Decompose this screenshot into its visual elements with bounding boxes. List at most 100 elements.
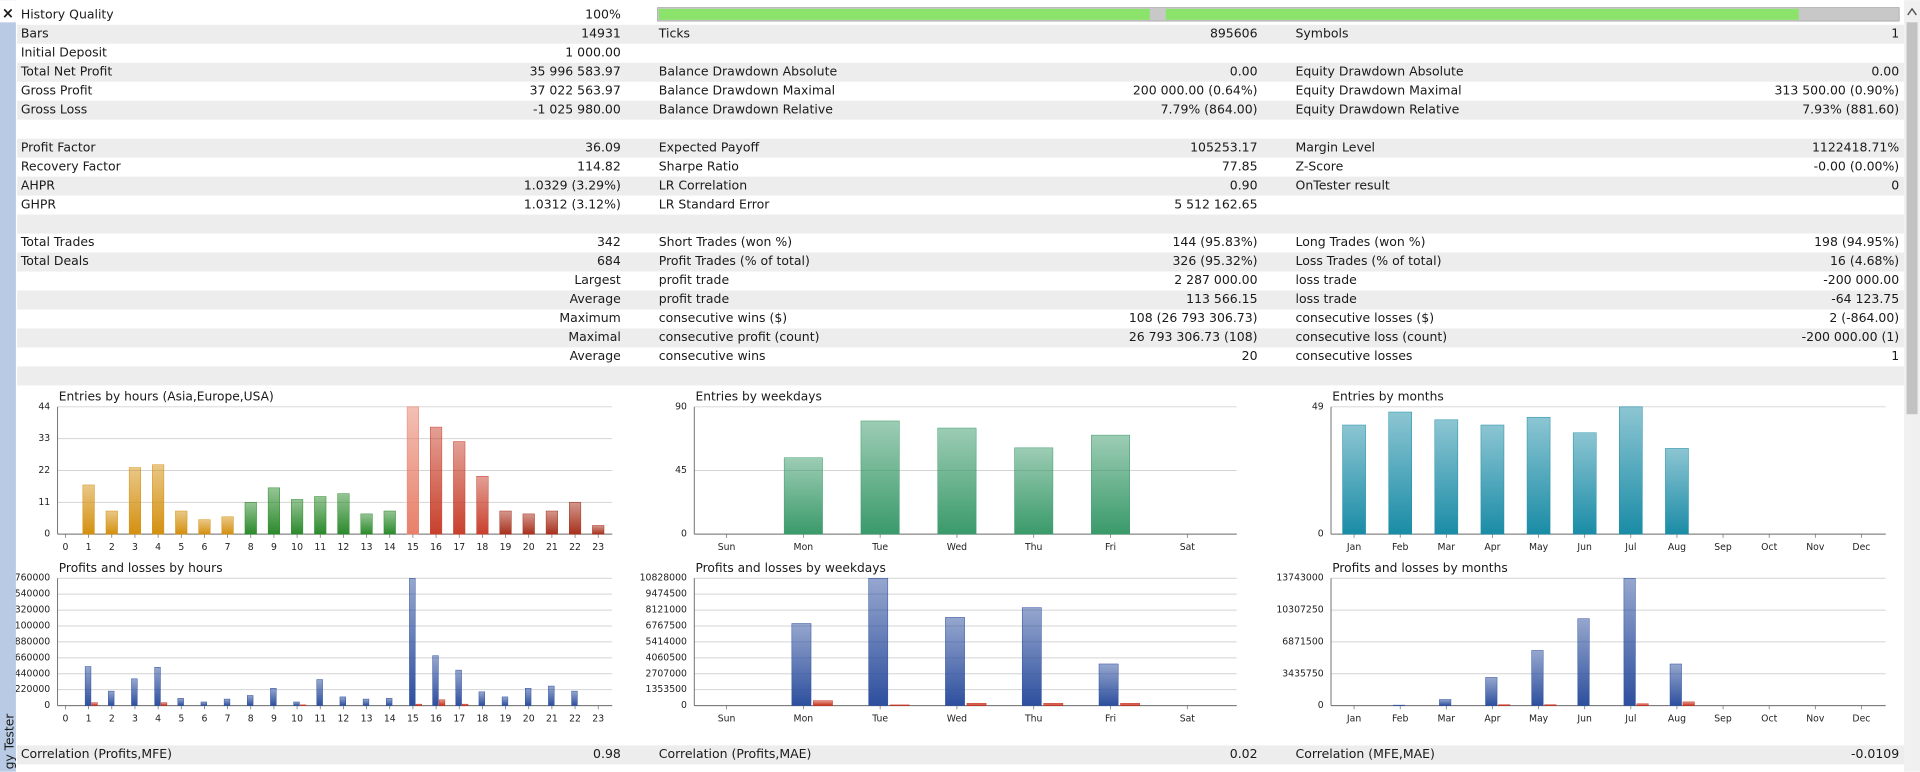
x-tick-label: 11 (314, 714, 326, 725)
stat-value: Average (570, 348, 621, 363)
stat-value: 198 (94.95%) (1814, 234, 1899, 249)
x-tick-label: Wed (947, 714, 967, 725)
stat-label: Initial Deposit (21, 44, 107, 59)
bar (105, 510, 118, 535)
bar (291, 499, 304, 535)
stat-label: Profit Factor (21, 139, 97, 154)
x-tick-label: Fri (1105, 714, 1116, 725)
x-tick-label: 7 (225, 714, 231, 725)
x-tick-label: 0 (62, 714, 68, 725)
x-tick-label: 13 (361, 714, 373, 725)
x-tick-label: 19 (500, 714, 512, 725)
x-tick-label: 8 (248, 714, 254, 725)
x-tick-label: 12 (337, 542, 349, 553)
bar (1623, 578, 1636, 706)
bar (937, 427, 977, 535)
x-tick-label: 20 (523, 714, 535, 725)
y-tick-label: 8121000 (646, 605, 687, 616)
bar (522, 513, 535, 535)
scroll-up-arrow[interactable] (1907, 7, 1917, 16)
stat-value: 1 000.00 (565, 44, 621, 59)
y-tick-label: 11 (38, 497, 50, 508)
stat-value: 37 022 563.97 (530, 82, 621, 97)
x-tick-label: 7 (225, 542, 231, 553)
stat-label: Balance Drawdown Maximal (659, 82, 835, 97)
stat-value: 77.85 (1222, 158, 1258, 173)
x-tick-label: 19 (500, 542, 512, 553)
y-tick-label: 1760000 (9, 573, 50, 584)
close-button-bg[interactable] (0, 0, 16, 23)
y-tick-label: 49 (1312, 401, 1324, 412)
chart-title: Profits and losses by hours (59, 561, 223, 575)
stat-label: Total Net Profit (20, 63, 113, 78)
stat-value: 1 (1891, 25, 1899, 40)
stat-value: 20 (1242, 348, 1258, 363)
x-tick-label: Tue (871, 714, 888, 725)
bar (1098, 663, 1119, 706)
bar (1480, 424, 1505, 535)
bar (1572, 432, 1597, 535)
chart-title: Entries by weekdays (696, 390, 822, 404)
sidebar: × gy Tester (0, 0, 16, 772)
bar (362, 698, 370, 706)
row-background (17, 138, 1905, 158)
x-tick-label: 8 (248, 542, 254, 553)
chart: 0 1353500 2707000 4060500 5414000 6767500 8121… (640, 561, 1237, 725)
y-tick-label: 0 (681, 700, 687, 711)
y-tick-label: 5414000 (646, 636, 687, 647)
y-tick-label: 45 (675, 465, 687, 476)
stat-value: 684 (597, 253, 621, 268)
x-tick-label: Jul (1624, 714, 1636, 725)
stat-label: OnTester result (1296, 177, 1390, 192)
bar (1439, 699, 1452, 706)
x-tick-label: 21 (546, 542, 558, 553)
close-button[interactable]: × (2, 5, 14, 22)
sidebar-label: gy Tester (2, 713, 16, 770)
bar (154, 666, 161, 706)
bar (221, 516, 234, 535)
stat-label: Margin Level (1296, 139, 1375, 154)
y-tick-label: 4060500 (646, 652, 687, 663)
y-tick-label: 9474500 (646, 589, 687, 600)
x-tick-label: 5 (178, 714, 184, 725)
y-tick-label: 220000 (15, 684, 51, 695)
y-tick-label: 1320000 (9, 605, 50, 616)
stat-label: consecutive wins (659, 348, 766, 363)
x-tick-label: 22 (569, 542, 581, 553)
chart: 0 49 Jan Feb Mar Apr May Jun Jul Aug Sep Oct Nov Dec E… (1312, 390, 1886, 553)
stat-value: 114.82 (577, 158, 621, 173)
bar (432, 655, 439, 706)
stat-label: Equity Drawdown Maximal (1296, 82, 1462, 97)
chart-title: Entries by months (1332, 390, 1443, 404)
bar (91, 702, 98, 706)
stat-label: Equity Drawdown Absolute (1296, 63, 1464, 78)
bar (152, 464, 165, 535)
x-tick-label: Aug (1668, 714, 1686, 725)
x-tick-label: Dec (1852, 714, 1870, 725)
stat-value: -200 000.00 (1) (1802, 329, 1900, 344)
stat-label: AHPR (21, 177, 55, 192)
bar (438, 699, 446, 706)
stat-label: loss trade (1296, 272, 1357, 287)
scrollbar-thumb[interactable] (1906, 22, 1918, 415)
bar (791, 623, 812, 706)
x-tick-label: 4 (155, 714, 161, 725)
stat-value: 2 (-864.00) (1829, 310, 1899, 325)
x-tick-label: 20 (523, 542, 535, 553)
stat-label: Recovery Factor (21, 158, 122, 173)
stat-label: GHPR (21, 196, 57, 211)
stat-value: 0.00 (1871, 63, 1899, 78)
x-tick-label: Jun (1576, 542, 1592, 553)
x-tick-label: 12 (337, 714, 349, 725)
bar (409, 578, 416, 706)
stats-rows (17, 24, 1905, 765)
stat-value: Maximal (568, 329, 621, 344)
x-tick-label: 15 (407, 714, 419, 725)
x-tick-label: Aug (1668, 542, 1686, 553)
y-tick-label: 90 (675, 401, 687, 412)
stat-value: Largest (574, 272, 621, 287)
x-tick-label: 4 (155, 542, 161, 553)
row-background (17, 252, 1905, 272)
bar (860, 420, 900, 535)
stat-label: consecutive wins ($) (659, 310, 787, 325)
